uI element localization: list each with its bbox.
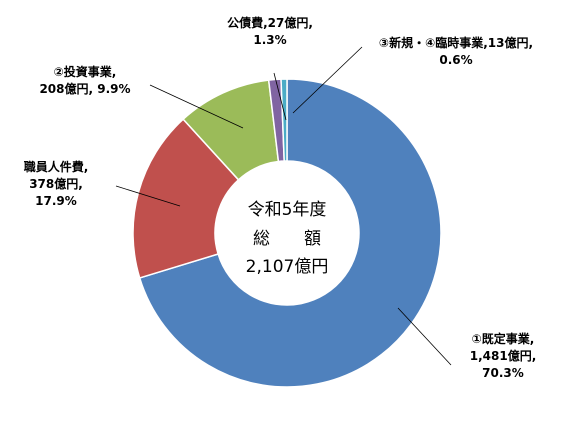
slice-labels: ①既定事業, 1,481億円, 70.3% 職員人件費, 378億円, 17.9% ②投資事… bbox=[24, 15, 537, 380]
slice-label-line: 0.6% bbox=[439, 53, 472, 67]
slice-label-line: 208億円, 9.9% bbox=[39, 81, 130, 96]
slice-label-2: 職員人件費, 378億円, 17.9% bbox=[24, 159, 89, 208]
center-text-line-3: 2,107億円 bbox=[246, 257, 329, 277]
slices-group bbox=[132, 78, 442, 388]
leader-line-1 bbox=[397, 307, 452, 366]
slice-label-5: ③新規・④臨時事業,13億円, 0.6% bbox=[379, 35, 533, 67]
center-text-line-2: 総 額 bbox=[253, 229, 321, 249]
leader-line-3 bbox=[149, 84, 244, 129]
slice-label-line: 70.3% bbox=[482, 366, 524, 380]
leader-line-2 bbox=[115, 185, 181, 207]
leader-lines bbox=[115, 46, 452, 366]
slice-label-3: ②投資事業, 208億円, 9.9% bbox=[39, 64, 130, 96]
leader-line-5 bbox=[292, 46, 363, 114]
slice-label-line: ①既定事業, bbox=[472, 331, 535, 346]
slice-1 bbox=[138, 78, 442, 388]
slice-label-line: ③新規・④臨時事業,13億円, bbox=[379, 35, 533, 50]
slice-label-line: 1,481億円, bbox=[470, 348, 537, 363]
leader-line-4 bbox=[273, 72, 287, 121]
slice-label-line: 1.3% bbox=[253, 33, 286, 47]
slice-label-line: 職員人件費, bbox=[24, 159, 89, 174]
slice-label-line: ②投資事業, bbox=[54, 64, 117, 79]
center-text-line-1: 令和5年度 bbox=[248, 200, 327, 220]
slice-label-4: 公債費,27億円, 1.3% bbox=[227, 15, 313, 47]
slice-2 bbox=[132, 118, 240, 279]
slice-label-1: ①既定事業, 1,481億円, 70.3% bbox=[470, 331, 537, 380]
slice-label-line: 17.9% bbox=[35, 194, 77, 208]
slice-5 bbox=[280, 78, 288, 162]
slice-label-line: 公債費,27億円, bbox=[227, 15, 313, 30]
slice-label-line: 378億円, bbox=[29, 176, 83, 191]
